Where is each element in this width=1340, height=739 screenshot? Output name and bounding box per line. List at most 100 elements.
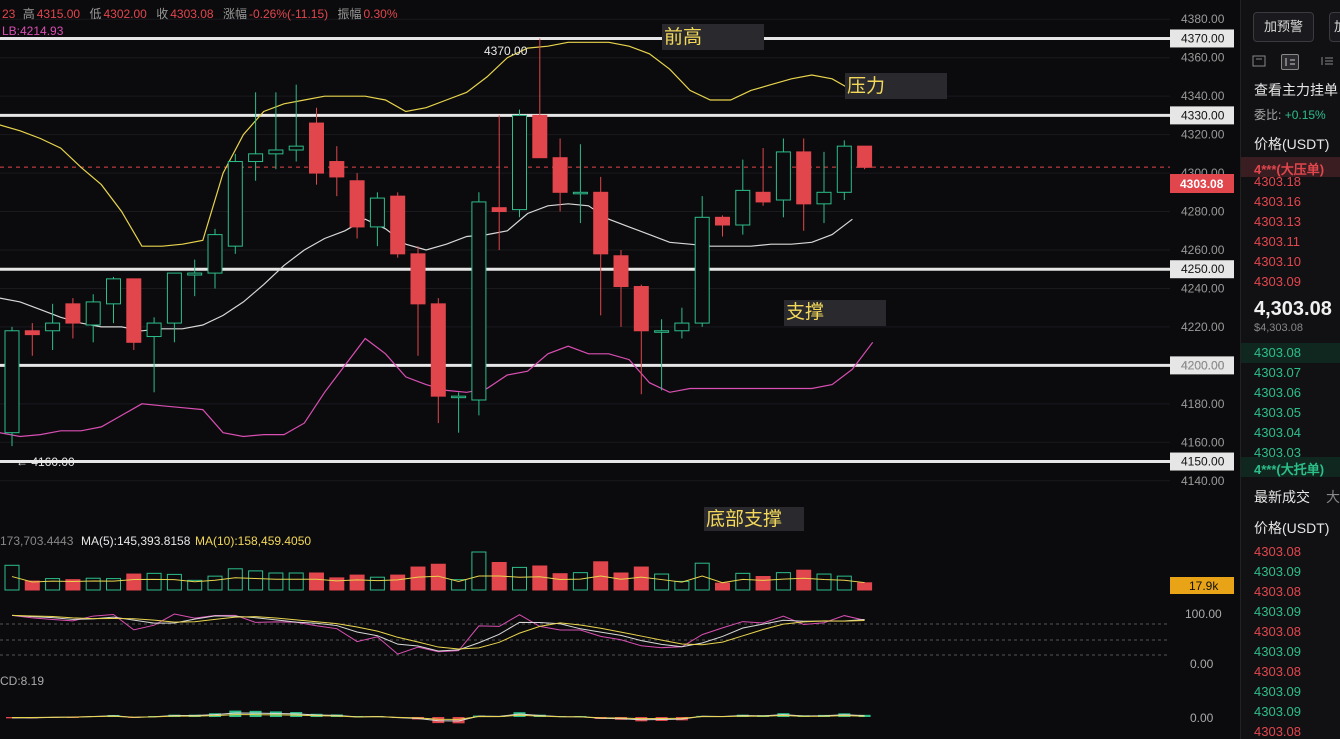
support-label: 支撑 (786, 301, 824, 323)
kdj-panel (0, 613, 1170, 656)
volume-bar (248, 570, 264, 591)
volume-bar (390, 574, 406, 591)
layout-both-icon[interactable] (1251, 54, 1267, 68)
candle-body (857, 145, 873, 168)
add-alert-button-2[interactable]: 加 (1329, 12, 1340, 42)
volume-bar (187, 579, 203, 591)
candle-body (471, 201, 487, 401)
candle-body (836, 145, 852, 193)
macd-histogram-bar (432, 717, 445, 724)
candle-body (227, 161, 243, 247)
header-stats: 23 高 4315.00 低 4302.00 收 4303.08 涨幅 -0.26%(-… (2, 6, 398, 21)
candle-body (45, 322, 61, 332)
bid-price-row[interactable]: 4303.07 (1254, 365, 1301, 380)
ask-price-row[interactable]: 4303.10 (1254, 254, 1301, 269)
best-bid-highlight (1241, 343, 1340, 363)
candle-body (4, 330, 20, 434)
volume-bar (796, 569, 812, 591)
candle-body (451, 395, 467, 399)
current-price-text: 4303.08 (1180, 177, 1224, 191)
candle-body (532, 114, 548, 159)
macd-tick: 0.00 (1190, 711, 1214, 725)
trade-row: 4303.09 (1254, 704, 1301, 719)
price-tick-label: 4180.00 (1181, 397, 1225, 411)
macd-panel (6, 710, 871, 724)
trade-row: 4303.08 (1254, 664, 1301, 679)
price-tick-label: 4140.00 (1181, 474, 1225, 488)
big-ask-label[interactable]: 4***(大压单) (1254, 162, 1325, 177)
candle-body (85, 301, 101, 326)
level-badge (1170, 260, 1234, 279)
ratio-row: 委比: +0.15% (1254, 106, 1326, 123)
volume-bar (126, 573, 142, 591)
volume-bar (857, 582, 873, 591)
layout-bids-icon[interactable] (1281, 54, 1299, 70)
layout-asks-icon[interactable] (1319, 54, 1335, 68)
level-badge (1170, 452, 1234, 471)
candlestick-series[interactable] (4, 38, 873, 447)
last-price-usd: $4,303.08 (1254, 322, 1303, 334)
volume-ma5: MA(5):145,393.8158 (81, 534, 191, 548)
volume-bar (451, 579, 467, 591)
view-main-orders[interactable]: 查看主力挂单 (1254, 82, 1338, 98)
volume-bar (694, 562, 710, 591)
candle-body (65, 303, 81, 324)
low-marker: ← 4160.00 (16, 455, 75, 469)
trading-chart[interactable]: 4370.00 4330.00 4250.00 4200.00 4150.00 4140… (0, 0, 1240, 739)
order-book-sidebar: 加预警 加 查看主力挂单 委比: +0.15% 价格(USDT) 4***(大压… (1240, 0, 1340, 739)
macd-histogram-bar (229, 710, 242, 717)
chart-background (0, 0, 1240, 739)
bid-price-row[interactable]: 4303.05 (1254, 405, 1301, 420)
bid-price-row[interactable]: 4303.06 (1254, 385, 1301, 400)
current-price-badge (1170, 174, 1234, 193)
kdj-k-line (11, 613, 865, 655)
ask-price-row[interactable]: 4303.18 (1254, 174, 1301, 189)
trade-row: 4303.09 (1254, 564, 1301, 579)
level-badge (1170, 356, 1234, 375)
volume-bar (613, 572, 629, 591)
candle-body (755, 191, 771, 203)
ask-price-row[interactable]: 4303.13 (1254, 214, 1301, 229)
volume-bar (166, 573, 182, 591)
candle-body (207, 234, 223, 274)
ask-price-row[interactable]: 4303.09 (1254, 274, 1301, 289)
prev-high-box (662, 24, 764, 50)
bid-price-row[interactable]: 4303.08 (1254, 345, 1301, 360)
price-tick-label: 4280.00 (1181, 205, 1225, 219)
macd-dea-line (12, 714, 865, 720)
volume-bar (775, 572, 791, 591)
volume-bar (329, 577, 345, 591)
trade-row: 4303.08 (1254, 624, 1301, 639)
volume-badge-text: 17.9k (1189, 579, 1219, 593)
trades-title-2[interactable]: 大 (1326, 489, 1340, 505)
middle-band-line (0, 203, 853, 332)
candle-body (593, 191, 609, 255)
volume-bar (369, 576, 385, 591)
bid-price-row[interactable]: 4303.03 (1254, 445, 1301, 460)
lb-label: LB:4214.93 (2, 24, 64, 38)
trade-row: 4303.08 (1254, 724, 1301, 739)
ask-price-row[interactable]: 4303.11 (1254, 234, 1301, 249)
ask-price-row[interactable]: 4303.16 (1254, 194, 1301, 209)
upper-band-line (0, 41, 853, 247)
candle-body (816, 191, 832, 205)
trade-row: 4303.09 (1254, 684, 1301, 699)
volume-ma10: MA(10):158,459.4050 (195, 534, 311, 548)
big-bid-label[interactable]: 4***(大托单) (1254, 462, 1325, 477)
volume-bar (715, 582, 730, 591)
candle-body (349, 180, 365, 228)
price-tick-label: 4380.00 (1181, 12, 1225, 26)
bid-price-row[interactable]: 4303.04 (1254, 425, 1301, 440)
trades-title[interactable]: 最新成交 (1254, 489, 1310, 505)
candle-body (268, 149, 284, 155)
candle-body (166, 272, 182, 324)
kdj-d-line (11, 614, 865, 652)
level-badge-text: 4200.00 (1181, 358, 1225, 372)
volume-bar (268, 572, 284, 591)
ratio-label: 委比: (1254, 108, 1282, 122)
volume-bar (512, 566, 527, 591)
add-alert-button[interactable]: 加预警 (1253, 12, 1315, 42)
macd-histogram-bar (269, 711, 282, 717)
price-header: 价格(USDT) (1254, 136, 1330, 152)
trades-header: 价格(USDT) (1254, 520, 1330, 536)
